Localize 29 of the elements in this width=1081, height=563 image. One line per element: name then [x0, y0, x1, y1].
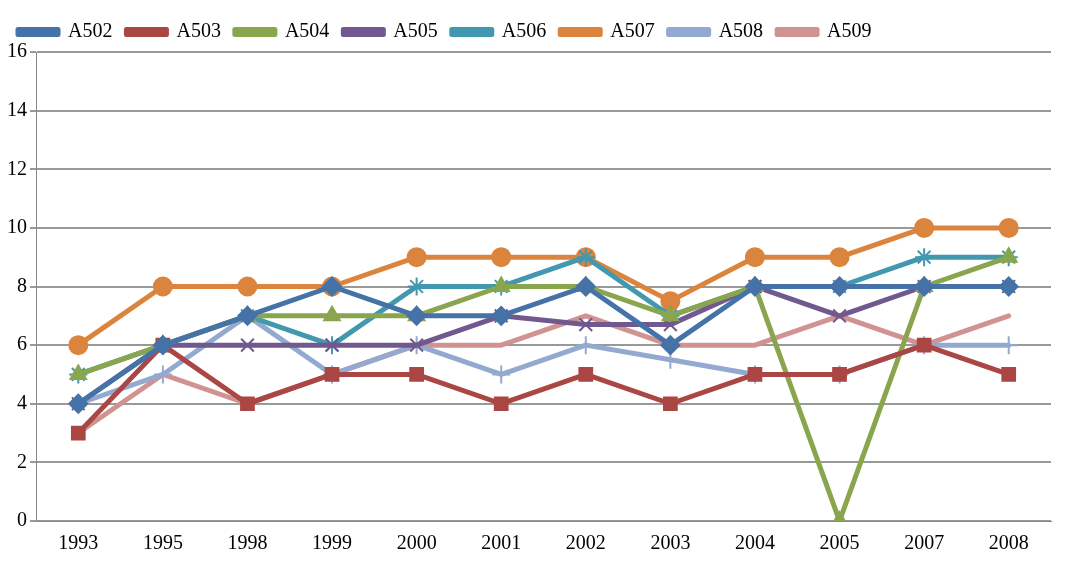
y-tick-label: 4	[17, 391, 27, 413]
legend-label: A502	[68, 19, 113, 42]
legend-label: A508	[718, 19, 764, 42]
x-tick-label: 2001	[481, 531, 522, 554]
x-tick-label: 2004	[734, 531, 775, 554]
y-tick-label: 8	[17, 273, 27, 296]
legend-label: A506	[501, 19, 547, 42]
x-tick-label: 2002	[565, 531, 606, 554]
y-tick-label: 10	[7, 215, 27, 238]
legend-label: A504	[284, 19, 330, 42]
y-tick-label: 14	[7, 97, 27, 120]
y-tick-label: 12	[7, 156, 27, 179]
x-tick-label: 1995	[142, 531, 183, 554]
legend-label: A503	[176, 19, 221, 42]
x-tick-label: 2000	[396, 531, 437, 554]
x-tick-label: 2007	[904, 531, 945, 554]
x-tick-label: 2003	[650, 531, 691, 554]
x-tick-label: 1998	[227, 531, 268, 554]
x-tick-label: 2008	[988, 531, 1029, 554]
x-tick-label: 1999	[312, 531, 353, 554]
legend-label: A509	[827, 19, 872, 42]
legend-label: A505	[393, 19, 438, 42]
y-tick-label: 6	[17, 332, 27, 355]
y-tick-label: 16	[7, 39, 27, 62]
legend-label: A507	[610, 19, 655, 42]
x-tick-label: 1993	[58, 531, 99, 554]
x-tick-label: 2005	[819, 531, 860, 554]
y-tick-label: 0	[17, 508, 27, 531]
y-tick-label: 2	[17, 449, 27, 472]
